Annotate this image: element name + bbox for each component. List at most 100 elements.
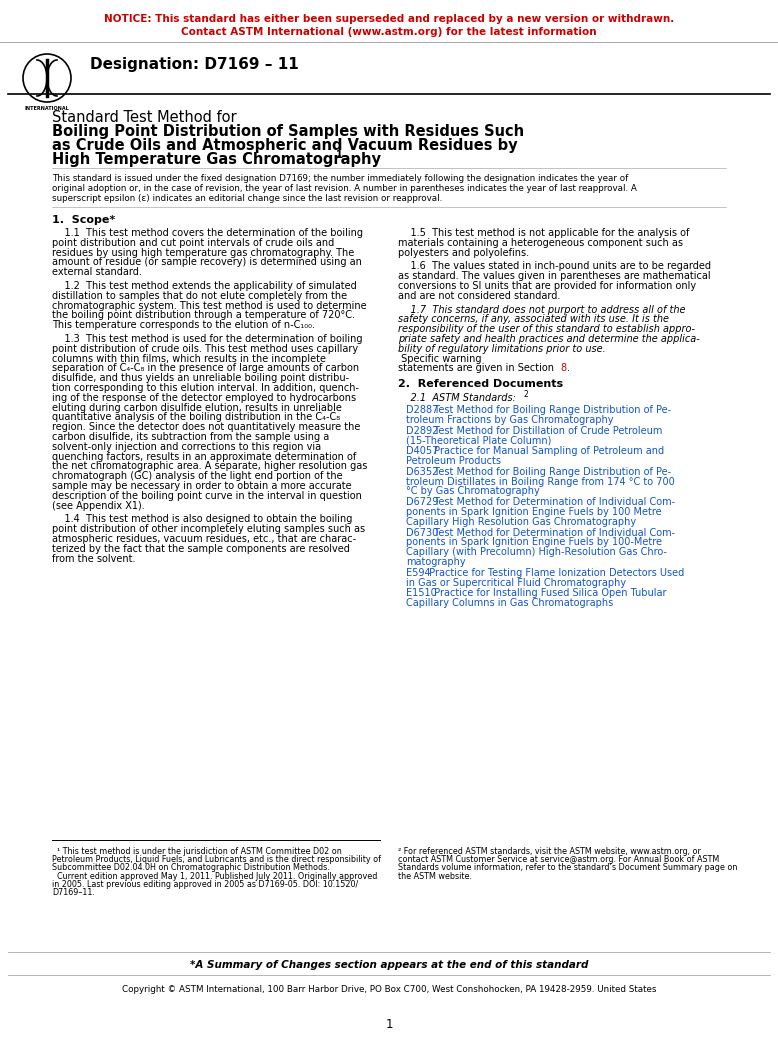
Text: ing of the response of the detector employed to hydrocarbons: ing of the response of the detector empl… xyxy=(52,392,356,403)
Text: region. Since the detector does not quantitatively measure the: region. Since the detector does not quan… xyxy=(52,423,360,432)
Text: Current edition approved May 1, 2011. Published July 2011. Originally approved: Current edition approved May 1, 2011. Pu… xyxy=(52,871,377,881)
Text: the boiling point distribution through a temperature of 720°C.: the boiling point distribution through a… xyxy=(52,310,355,321)
Text: 1: 1 xyxy=(385,1018,393,1031)
Text: D2892: D2892 xyxy=(406,426,438,435)
Text: Specific warning: Specific warning xyxy=(398,354,482,363)
Text: chromatographic system. This test method is used to determine: chromatographic system. This test method… xyxy=(52,301,366,310)
Text: distillation to samples that do not elute completely from the: distillation to samples that do not elut… xyxy=(52,290,347,301)
Text: 1.5  This test method is not applicable for the analysis of: 1.5 This test method is not applicable f… xyxy=(398,228,689,238)
Text: and are not considered standard.: and are not considered standard. xyxy=(398,290,560,301)
Text: Standards volume information, refer to the standard’s Document Summary page on: Standards volume information, refer to t… xyxy=(398,863,738,872)
Text: columns with thin films, which results in the incomplete: columns with thin films, which results i… xyxy=(52,354,326,363)
Text: High Temperature Gas Chromatography: High Temperature Gas Chromatography xyxy=(52,152,381,167)
Text: Capillary (with Precolumn) High-Resolution Gas Chro-: Capillary (with Precolumn) High-Resoluti… xyxy=(406,548,667,557)
Text: Copyright © ASTM International, 100 Barr Harbor Drive, PO Box C700, West Conshoh: Copyright © ASTM International, 100 Barr… xyxy=(121,985,657,994)
Text: point distribution of crude oils. This test method uses capillary: point distribution of crude oils. This t… xyxy=(52,344,358,354)
Text: tion corresponding to this elution interval. In addition, quench-: tion corresponding to this elution inter… xyxy=(52,383,359,393)
Text: conversions to SI units that are provided for information only: conversions to SI units that are provide… xyxy=(398,281,696,291)
Text: the net chromatographic area. A separate, higher resolution gas: the net chromatographic area. A separate… xyxy=(52,461,367,472)
Text: 2.  Referenced Documents: 2. Referenced Documents xyxy=(398,379,563,389)
Text: .: . xyxy=(567,363,570,374)
Text: Capillary Columns in Gas Chromatographs: Capillary Columns in Gas Chromatographs xyxy=(406,599,613,608)
Text: Test Method for Boiling Range Distribution of Pe-: Test Method for Boiling Range Distributi… xyxy=(431,405,671,415)
Text: 1.3  This test method is used for the determination of boiling: 1.3 This test method is used for the det… xyxy=(52,334,363,344)
Text: 8: 8 xyxy=(560,363,566,374)
Text: NOTICE: This standard has either been superseded and replaced by a new version o: NOTICE: This standard has either been su… xyxy=(104,14,674,24)
Text: Petroleum Products: Petroleum Products xyxy=(406,456,501,466)
Text: 1.2  This test method extends the applicability of simulated: 1.2 This test method extends the applica… xyxy=(52,281,357,291)
Text: Petroleum Products, Liquid Fuels, and Lubricants and is the direct responsibilit: Petroleum Products, Liquid Fuels, and Lu… xyxy=(52,856,381,864)
Text: description of the boiling point curve in the interval in question: description of the boiling point curve i… xyxy=(52,490,362,501)
Text: statements are given in Section: statements are given in Section xyxy=(398,363,557,374)
Text: separation of C₄-C₈ in the presence of large amounts of carbon: separation of C₄-C₈ in the presence of l… xyxy=(52,363,359,374)
Text: point distribution of other incompletely eluting samples such as: point distribution of other incompletely… xyxy=(52,525,365,534)
Text: D6730: D6730 xyxy=(406,528,438,537)
Text: (see Appendix X1).: (see Appendix X1). xyxy=(52,501,145,510)
Text: This temperature corresponds to the elution of n-C₁₀₀.: This temperature corresponds to the elut… xyxy=(52,321,315,330)
Text: Designation: D7169 – 11: Designation: D7169 – 11 xyxy=(90,57,299,73)
Text: ponents in Spark Ignition Engine Fuels by 100 Metre: ponents in Spark Ignition Engine Fuels b… xyxy=(406,507,661,517)
Text: 2: 2 xyxy=(524,390,529,399)
Text: Standard Test Method for: Standard Test Method for xyxy=(52,110,237,125)
Text: chromatograph (GC) analysis of the light end portion of the: chromatograph (GC) analysis of the light… xyxy=(52,472,342,481)
Text: safety concerns, if any, associated with its use. It is the: safety concerns, if any, associated with… xyxy=(398,314,669,325)
Text: as Crude Oils and Atmospheric and Vacuum Residues by: as Crude Oils and Atmospheric and Vacuum… xyxy=(52,138,517,153)
Text: °C by Gas Chromatography: °C by Gas Chromatography xyxy=(406,486,540,497)
Text: troleum Fractions by Gas Chromatography: troleum Fractions by Gas Chromatography xyxy=(406,414,614,425)
Text: quantitative analysis of the boiling distribution in the C₄-C₈: quantitative analysis of the boiling dis… xyxy=(52,412,340,423)
Text: (15-Theoretical Plate Column): (15-Theoretical Plate Column) xyxy=(406,435,552,446)
Text: 1.6  The values stated in inch-pound units are to be regarded: 1.6 The values stated in inch-pound unit… xyxy=(398,261,711,272)
Text: Boiling Point Distribution of Samples with Residues Such: Boiling Point Distribution of Samples wi… xyxy=(52,124,524,139)
Text: Practice for Testing Flame Ionization Detectors Used: Practice for Testing Flame Ionization De… xyxy=(426,567,685,578)
Text: Test Method for Determination of Individual Com-: Test Method for Determination of Individ… xyxy=(431,528,675,537)
Text: Capillary High Resolution Gas Chromatography: Capillary High Resolution Gas Chromatogr… xyxy=(406,516,636,527)
Text: E1510: E1510 xyxy=(406,588,436,599)
Text: Test Method for Boiling Range Distribution of Pe-: Test Method for Boiling Range Distributi… xyxy=(431,466,671,477)
Text: superscript epsilon (ε) indicates an editorial change since the last revision or: superscript epsilon (ε) indicates an edi… xyxy=(52,194,442,203)
Text: in Gas or Supercritical Fluid Chromatography: in Gas or Supercritical Fluid Chromatogr… xyxy=(406,578,626,587)
Text: E594: E594 xyxy=(406,567,431,578)
Text: polyesters and polyolefins.: polyesters and polyolefins. xyxy=(398,248,529,257)
Text: contact ASTM Customer Service at service@astm.org. For Annual Book of ASTM: contact ASTM Customer Service at service… xyxy=(398,856,719,864)
Text: 1.7  This standard does not purport to address all of the: 1.7 This standard does not purport to ad… xyxy=(398,305,685,314)
Text: Practice for Installing Fused Silica Open Tubular: Practice for Installing Fused Silica Ope… xyxy=(431,588,667,599)
Text: quenching factors, results in an approximate determination of: quenching factors, results in an approxi… xyxy=(52,452,356,461)
Text: Contact ASTM International (www.astm.org) for the latest information: Contact ASTM International (www.astm.org… xyxy=(181,27,597,37)
Text: as standard. The values given in parentheses are mathematical: as standard. The values given in parenth… xyxy=(398,272,710,281)
Text: residues by using high temperature gas chromatography. The: residues by using high temperature gas c… xyxy=(52,248,354,257)
Text: D4057: D4057 xyxy=(406,447,438,456)
Text: Practice for Manual Sampling of Petroleum and: Practice for Manual Sampling of Petroleu… xyxy=(431,447,664,456)
Text: atmospheric residues, vacuum residues, etc., that are charac-: atmospheric residues, vacuum residues, e… xyxy=(52,534,356,544)
Text: INTERNATIONAL: INTERNATIONAL xyxy=(25,106,69,111)
Text: bility of regulatory limitations prior to use.: bility of regulatory limitations prior t… xyxy=(398,344,606,354)
Text: ¹ This test method is under the jurisdiction of ASTM Committee D02 on: ¹ This test method is under the jurisdic… xyxy=(52,847,342,856)
Text: Test Method for Determination of Individual Com-: Test Method for Determination of Individ… xyxy=(431,498,675,507)
Text: Test Method for Distillation of Crude Petroleum: Test Method for Distillation of Crude Pe… xyxy=(431,426,663,435)
Text: troleum Distillates in Boiling Range from 174 °C to 700: troleum Distillates in Boiling Range fro… xyxy=(406,477,675,486)
Text: solvent-only injection and corrections to this region via: solvent-only injection and corrections t… xyxy=(52,441,321,452)
Text: 2.1  ASTM Standards:: 2.1 ASTM Standards: xyxy=(398,393,516,403)
Text: D6352: D6352 xyxy=(406,466,438,477)
Text: 1.  Scope*: 1. Scope* xyxy=(52,215,115,225)
Text: external standard.: external standard. xyxy=(52,268,142,277)
Text: disulfide, and thus yields an unreliable boiling point distribu-: disulfide, and thus yields an unreliable… xyxy=(52,374,349,383)
Text: This standard is issued under the fixed designation D7169; the number immediatel: This standard is issued under the fixed … xyxy=(52,174,629,183)
Text: matography: matography xyxy=(406,557,465,567)
Text: in 2005. Last previous editing approved in 2005 as D7169-05. DOI: 10.1520/: in 2005. Last previous editing approved … xyxy=(52,880,358,889)
Text: carbon disulfide, its subtraction from the sample using a: carbon disulfide, its subtraction from t… xyxy=(52,432,329,442)
Text: eluting during carbon disulfide elution, results in unreliable: eluting during carbon disulfide elution,… xyxy=(52,403,342,412)
Text: amount of residue (or sample recovery) is determined using an: amount of residue (or sample recovery) i… xyxy=(52,257,362,268)
Text: materials containing a heterogeneous component such as: materials containing a heterogeneous com… xyxy=(398,237,683,248)
Text: sample may be necessary in order to obtain a more accurate: sample may be necessary in order to obta… xyxy=(52,481,352,491)
Text: D6729: D6729 xyxy=(406,498,438,507)
Text: 1.4  This test method is also designed to obtain the boiling: 1.4 This test method is also designed to… xyxy=(52,514,352,525)
Text: responsibility of the user of this standard to establish appro-: responsibility of the user of this stand… xyxy=(398,324,695,334)
Text: priate safety and health practices and determine the applica-: priate safety and health practices and d… xyxy=(398,334,699,344)
Text: ponents in Spark Ignition Engine Fuels by 100-Metre: ponents in Spark Ignition Engine Fuels b… xyxy=(406,537,662,548)
Text: D2887: D2887 xyxy=(406,405,438,415)
Text: from the solvent.: from the solvent. xyxy=(52,554,135,563)
Text: the ASTM website.: the ASTM website. xyxy=(398,871,472,881)
Text: Subcommittee D02.04.0H on Chromatographic Distribution Methods.: Subcommittee D02.04.0H on Chromatographi… xyxy=(52,863,330,872)
Text: point distribution and cut point intervals of crude oils and: point distribution and cut point interva… xyxy=(52,237,335,248)
Text: D7169–11.: D7169–11. xyxy=(52,888,95,897)
